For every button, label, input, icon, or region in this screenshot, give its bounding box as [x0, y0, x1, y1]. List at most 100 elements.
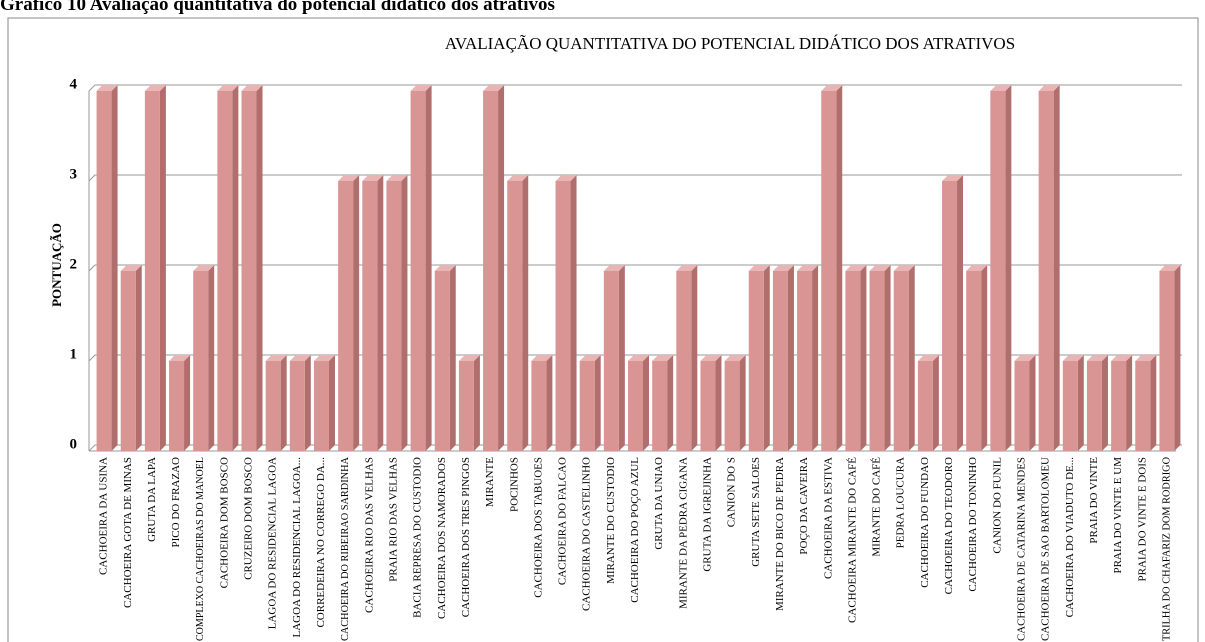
bar	[362, 175, 384, 451]
x-tick-label: CACHOEIRA DE CATARINA MENDES	[1016, 457, 1028, 641]
bar-face	[893, 265, 915, 271]
bar-face	[1159, 265, 1181, 271]
bar-face	[1038, 91, 1054, 451]
bar	[917, 355, 939, 451]
bar	[410, 85, 432, 451]
bar	[531, 355, 553, 451]
bar-face	[449, 265, 456, 451]
bar-face	[893, 271, 909, 451]
bar	[966, 265, 988, 451]
bar-face	[483, 91, 499, 451]
bar	[603, 265, 625, 451]
bar-face	[797, 265, 819, 271]
bar-face	[676, 271, 692, 451]
bar	[1086, 355, 1108, 451]
bar	[1038, 85, 1060, 451]
x-tick-label: BACIA REPRESA DO CUSTODIO	[412, 457, 424, 618]
bar	[386, 175, 408, 451]
bar	[676, 265, 698, 451]
bar-face	[362, 175, 384, 181]
bar-face	[96, 85, 118, 91]
bar	[96, 85, 118, 451]
bar-face	[821, 91, 837, 451]
bar-face	[1135, 355, 1157, 361]
bar-face	[522, 175, 529, 451]
bar-face	[1062, 361, 1078, 451]
bar-face	[1135, 361, 1151, 451]
bar-face	[739, 355, 746, 451]
bar-face	[531, 361, 547, 451]
x-tick-label: CACHOEIRA DO TONINHO	[967, 457, 979, 592]
bar-face	[1159, 271, 1175, 451]
bar-face	[643, 355, 649, 451]
bar-face	[386, 181, 402, 451]
bar-face	[256, 85, 263, 451]
bar-face	[763, 265, 770, 451]
bar-face	[579, 355, 601, 361]
bar-face	[821, 85, 843, 91]
bar-face	[169, 355, 191, 361]
bar-face	[144, 91, 160, 451]
bar-face	[1126, 355, 1133, 451]
y-tick-label: 2	[70, 256, 78, 272]
x-tick-label: CACHOEIRA DO FALCAO	[557, 457, 569, 585]
bar	[990, 85, 1012, 451]
bar	[120, 265, 142, 451]
bar-face	[289, 361, 305, 451]
bar-face	[724, 361, 740, 451]
chart-title: AVALIAÇÃO QUANTITATIVA DO POTENCIAL DIDÁ…	[445, 34, 1015, 53]
bar-face	[652, 355, 674, 361]
bar-face	[1174, 265, 1181, 451]
bar-face	[1014, 361, 1030, 451]
bar	[458, 355, 480, 451]
bar-face	[338, 181, 354, 451]
x-tick-label: LAGOA DO RESIDENCIAL LAGOA	[267, 457, 279, 629]
bar-face	[691, 265, 698, 451]
bar-face	[353, 175, 360, 451]
bar-face	[1086, 355, 1108, 361]
bar-face	[579, 361, 595, 451]
bar-face	[724, 355, 746, 361]
x-tick-label: GRUTA DA UNIAO	[653, 457, 665, 550]
bar-face	[715, 355, 722, 451]
bar-face	[884, 265, 891, 451]
bar-face	[966, 265, 988, 271]
x-tick-label: CACHOEIRA DOM BOSCO	[218, 457, 230, 588]
bar-face	[748, 265, 770, 271]
bar-face	[797, 271, 813, 451]
bar-face	[280, 355, 287, 451]
x-tick-label: MIRANTE DA PEDRA CIGANA	[677, 457, 689, 609]
bar-face	[981, 265, 988, 451]
grid-line	[88, 444, 1182, 452]
bar	[869, 265, 891, 451]
bar	[555, 175, 577, 451]
x-tick-label: GRUTA DA LAPA	[146, 457, 158, 542]
bar-face	[570, 175, 577, 451]
y-tick-label: 3	[70, 166, 78, 182]
bar-face	[603, 271, 619, 451]
bar-face	[111, 85, 118, 451]
bar-face	[410, 85, 432, 91]
x-tick-label: CRUZEIRO DOM BOSCO	[243, 457, 255, 580]
bar-face	[676, 265, 698, 271]
bar	[507, 175, 529, 451]
bar-face	[942, 181, 958, 451]
y-axis-label: PONTUAÇÃO	[49, 223, 64, 307]
x-tick-label: CACHOEIRA DO RIBEIRAO SARDINHA	[339, 457, 351, 641]
bar-face	[700, 361, 716, 451]
bar-face	[377, 175, 384, 451]
bar-face	[990, 91, 1006, 451]
bar-face	[555, 181, 571, 451]
grid-line	[88, 84, 1182, 92]
x-tick-label: GRUTA SETE SALOES	[750, 457, 762, 567]
bar	[1111, 355, 1133, 451]
bar	[1135, 355, 1157, 451]
bar-face	[434, 265, 456, 271]
bar-face	[1062, 355, 1084, 361]
bar	[1014, 355, 1036, 451]
chart-frame	[7, 17, 1199, 642]
x-tick-label: CACHOEIRA DA USINA	[98, 457, 110, 575]
bar-face	[869, 271, 885, 451]
figure-caption: Gráfico 10 Avaliação quantitativa do pot…	[0, 0, 555, 15]
bar-face	[483, 85, 505, 91]
